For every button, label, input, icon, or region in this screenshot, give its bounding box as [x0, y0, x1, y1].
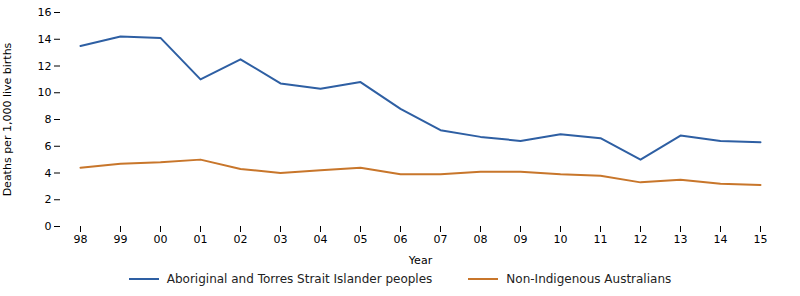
svg-text:11: 11: [594, 233, 608, 246]
svg-text:98: 98: [74, 233, 88, 246]
svg-text:03: 03: [274, 233, 288, 246]
svg-text:13: 13: [674, 233, 688, 246]
svg-text:10: 10: [38, 86, 52, 99]
svg-text:14: 14: [38, 33, 52, 46]
svg-text:12: 12: [634, 233, 648, 246]
svg-text:07: 07: [434, 233, 448, 246]
html-text:Non-Indigenous Australians: Non-Indigenous Australians: [506, 272, 672, 286]
svg-text:09: 09: [514, 233, 528, 246]
svg-text:99: 99: [114, 233, 128, 246]
svg-text:2: 2: [45, 193, 52, 206]
svg-text:08: 08: [474, 233, 488, 246]
svg-text:Deaths per 1,000 live births: Deaths per 1,000 live births: [1, 42, 14, 196]
svg-text:6: 6: [45, 140, 52, 153]
svg-text:06: 06: [394, 233, 408, 246]
svg-text:15: 15: [754, 233, 768, 246]
svg-text:8: 8: [45, 113, 52, 126]
svg-text:00: 00: [154, 233, 168, 246]
svg-text:16: 16: [38, 6, 52, 19]
svg-text:10: 10: [554, 233, 568, 246]
svg-text:14: 14: [714, 233, 728, 246]
svg-text:0: 0: [45, 220, 52, 233]
svg-text:12: 12: [38, 60, 52, 73]
svg-text:04: 04: [314, 233, 328, 246]
html-text:Aboriginal and Torres Strait I: Aboriginal and Torres Strait Islander pe…: [166, 272, 433, 286]
svg-text:02: 02: [234, 233, 248, 246]
svg-text:4: 4: [45, 167, 52, 180]
svg-text:01: 01: [194, 233, 208, 246]
svg-text:Year: Year: [408, 254, 433, 267]
svg-text:05: 05: [354, 233, 368, 246]
